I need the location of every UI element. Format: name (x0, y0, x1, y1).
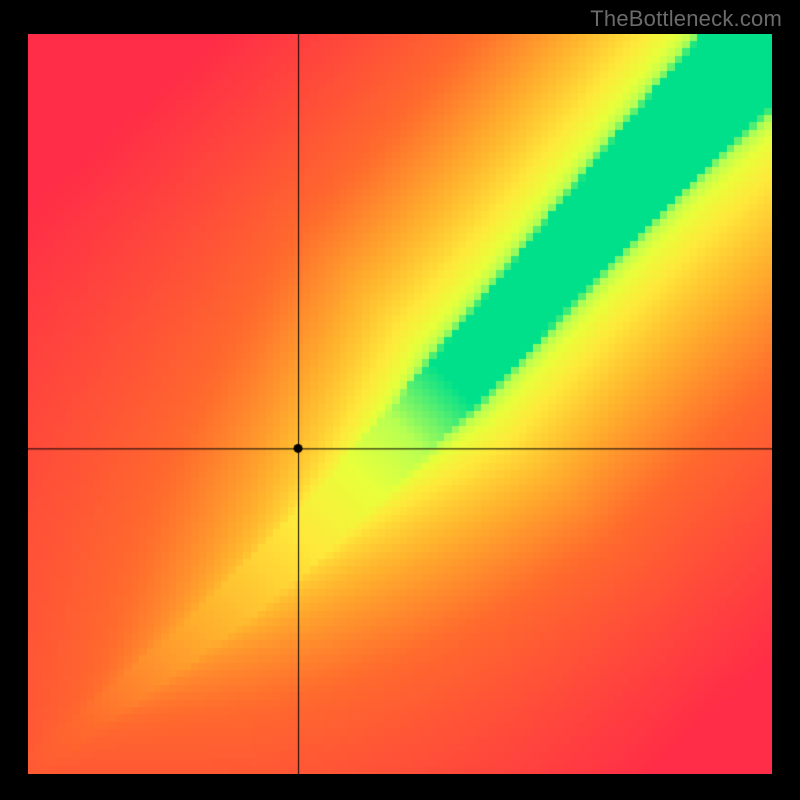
chart-container: TheBottleneck.com (0, 0, 800, 800)
bottleneck-heatmap (28, 34, 772, 774)
watermark-label: TheBottleneck.com (590, 6, 782, 32)
